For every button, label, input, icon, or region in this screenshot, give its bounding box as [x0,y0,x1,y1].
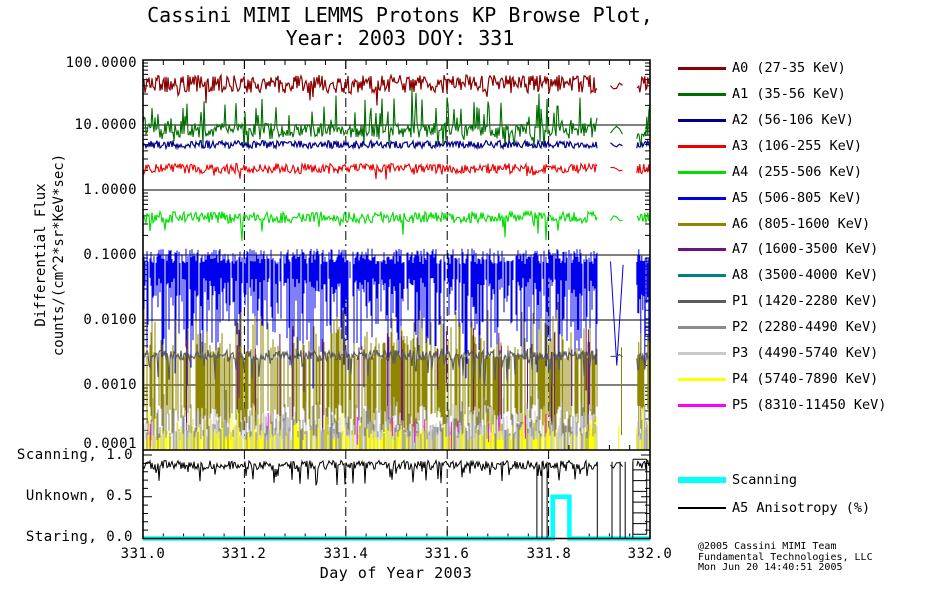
x-tick-332-0: 332.0 [627,546,673,562]
legend-swatch-scanning [678,477,726,483]
legend-label-a0: A0 (27-35 KeV) [732,60,846,76]
legend-label-a1: A1 (35-56 KeV) [732,86,846,102]
legend-swatch-p4 [678,377,726,381]
legend-swatch-a5 [678,196,726,200]
x-tick-331-8: 331.8 [526,546,572,562]
legend-label-scanning: Scanning [732,472,798,488]
legend-item-p1: P1 (1420-2280 KeV) [678,293,879,309]
legend-item-a5: A5 (506-805 KeV) [678,190,863,206]
flux-tick-1: 1.0000 [83,182,137,198]
legend-label-a7: A7 (1600-3500 KeV) [732,241,879,257]
flux-tick-0p0001: 0.0001 [83,436,137,452]
legend-swatch-p1 [678,299,726,303]
legend-item-p3: P3 (4490-5740 KeV) [678,345,879,361]
legend-item-a6: A6 (805-1600 KeV) [678,216,871,232]
flux-tick-0p1: 0.1000 [83,247,137,263]
credit-line2: Fundamental Technologies, LLC [698,551,873,563]
flux-tick-100: 100.0000 [65,55,137,71]
legend-label-a8: A8 (3500-4000 KeV) [732,267,879,283]
legend-label-anisotropy: A5 Anisotropy (%) [732,500,871,516]
legend-item-a1: A1 (35-56 KeV) [678,86,846,102]
legend-label-a6: A6 (805-1600 KeV) [732,216,871,232]
legend-swatch-anisotropy [678,506,726,510]
legend-label-a4: A4 (255-506 KeV) [732,164,863,180]
legend-item-a2: A2 (56-106 KeV) [678,112,854,128]
legend-item-a8: A8 (3500-4000 KeV) [678,267,879,283]
legend-swatch-a3 [678,144,726,148]
state-tick-unknown: Unknown, 0.5 [25,488,133,504]
x-tick-331-6: 331.6 [424,546,470,562]
credit-text: @2005 Cassini MIMI Team Fundamental Tech… [698,541,873,574]
legend-label-a5: A5 (506-805 KeV) [732,190,863,206]
legend-item-p4: P4 (5740-7890 KeV) [678,371,879,387]
credit-line1: @2005 Cassini MIMI Team [698,541,837,552]
x-tick-331-0: 331.0 [120,546,166,562]
legend-item-p2: P2 (2280-4490 KeV) [678,319,879,335]
flux-tick-10: 10.0000 [74,117,137,133]
state-tick-scanning: Scanning, 1.0 [16,447,133,463]
legend-swatch-a6 [678,222,726,226]
legend-item-anisotropy: A5 Anisotropy (%) [678,500,871,516]
flux-tick-0p001: 0.0010 [83,377,137,393]
legend-swatch-a2 [678,118,726,122]
credit-line3: Mon Jun 20 14:40:51 2005 [698,562,843,573]
legend-swatch-a7 [678,247,726,251]
state-tick-staring: Staring, 0.0 [25,529,133,545]
legend-item-scanning: Scanning [678,472,798,488]
legend-swatch-a1 [678,92,726,96]
legend-item-p5: P5 (8310-11450 KeV) [678,397,887,413]
flux-tick-0p01: 0.0100 [83,312,137,328]
legend-label-p1: P1 (1420-2280 KeV) [732,293,879,309]
legend-label-a3: A3 (106-255 KeV) [732,138,863,154]
x-tick-331-2: 331.2 [221,546,267,562]
legend-item-a7: A7 (1600-3500 KeV) [678,241,879,257]
legend-item-a0: A0 (27-35 KeV) [678,60,846,76]
legend-item-a4: A4 (255-506 KeV) [678,164,863,180]
x-axis-label: Day of Year 2003 [319,564,473,582]
plot-title: Cassini MIMI LEMMS Protons KP Browse Plo… [135,4,665,50]
legend-label-p3: P3 (4490-5740 KeV) [732,345,879,361]
legend-swatch-p3 [678,351,726,355]
x-tick-331-4: 331.4 [323,546,369,562]
legend-swatch-p2 [678,325,726,329]
legend-label-a2: A2 (56-106 KeV) [732,112,854,128]
legend-swatch-a0 [678,66,726,70]
legend-label-p5: P5 (8310-11450 KeV) [732,397,887,413]
legend-item-a3: A3 (106-255 KeV) [678,138,863,154]
legend-swatch-p5 [678,403,726,407]
legend-swatch-a8 [678,273,726,277]
legend-label-p4: P4 (5740-7890 KeV) [732,371,879,387]
legend-swatch-a4 [678,170,726,174]
legend-label-p2: P2 (2280-4490 KeV) [732,319,879,335]
plot-title-line2: Year: 2003 DOY: 331 [285,26,515,50]
plot-title-line1: Cassini MIMI LEMMS Protons KP Browse Plo… [147,3,653,27]
